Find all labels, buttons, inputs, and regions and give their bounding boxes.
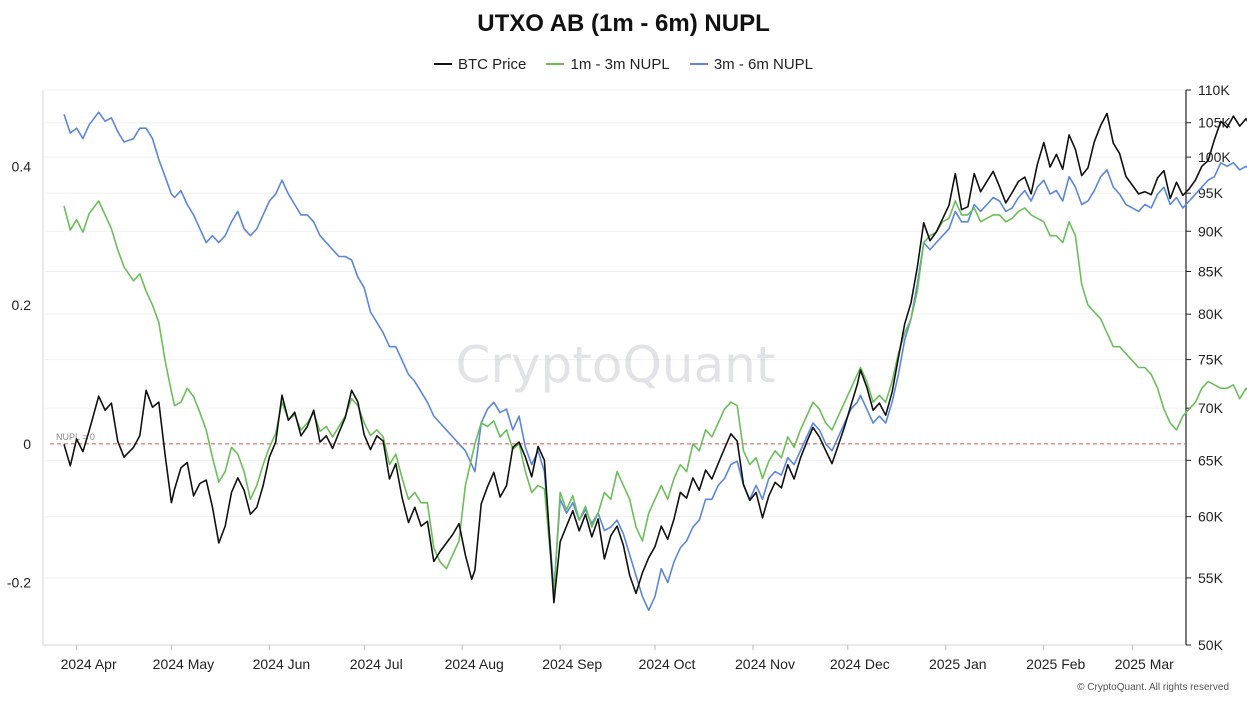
chart-title: UTXO AB (1m - 6m) NUPL <box>477 10 770 37</box>
y-right-tick-label-12: 50K <box>1198 637 1224 653</box>
x-tick-label-1: 2024 May <box>153 656 214 672</box>
y-right-tick-label-3: 95K <box>1198 185 1224 201</box>
y-right-tick-label-6: 80K <box>1198 306 1224 322</box>
legend-swatch-btc-price <box>433 63 452 65</box>
y-right-tick-label-10: 60K <box>1198 509 1224 525</box>
x-tick-label-3: 2024 Jul <box>350 656 403 672</box>
reference-line-label: NUPL = 0 <box>56 432 95 442</box>
y-right-tick-label-5: 85K <box>1198 263 1224 279</box>
x-tick-label-5: 2024 Sep <box>542 656 602 672</box>
x-tick-label-2: 2024 Jun <box>253 656 311 672</box>
legend-swatch-1m-3m-nupl <box>546 63 565 65</box>
y-right-tick-label-2: 100K <box>1198 149 1231 165</box>
axes-layer: 0.4 0.2 0 -0.2 110K 105K 100K 95K 90K 85K 80K 75K 70… <box>7 82 1231 672</box>
y-left-tick-label-0: 0.4 <box>12 158 32 174</box>
x-tick-label-11: 2025 Mar <box>1115 656 1174 672</box>
y-right-tick-label-9: 65K <box>1198 452 1224 468</box>
x-tick-label-7: 2024 Nov <box>735 656 795 672</box>
legend: BTC Price 1m - 3m NUPL 3m - 6m NUPL <box>0 52 1247 73</box>
y-right-tick-label-7: 75K <box>1198 352 1224 368</box>
series-layer <box>63 111 1247 612</box>
y-left-tick-label-3: -0.2 <box>7 575 31 591</box>
y-right-tick-label-4: 90K <box>1198 223 1224 239</box>
x-tick-label-10: 2025 Feb <box>1026 656 1085 672</box>
series-line-1m-3m-nupl <box>63 200 1247 594</box>
x-tick-label-6: 2024 Oct <box>639 656 696 672</box>
y-left-tick-label-2: 0 <box>23 436 31 452</box>
x-tick-label-0: 2024 Apr <box>61 656 117 672</box>
x-tick-label-8: 2024 Dec <box>830 656 890 672</box>
x-tick-label-9: 2025 Jan <box>929 656 987 672</box>
legend-item-1m-3m-nupl[interactable]: 1m - 3m NUPL <box>546 55 670 73</box>
legend-label-3m-6m-nupl: 3m - 6m NUPL <box>713 55 814 73</box>
y-right-tick-label-8: 70K <box>1198 400 1224 416</box>
legend-label-btc-price: BTC Price <box>457 55 527 73</box>
x-tick-label-4: 2024 Aug <box>445 656 504 672</box>
copyright-notice: © CryptoQuant. All rights reserved <box>1077 682 1229 693</box>
series-line-3m-6m-nupl <box>63 111 1247 612</box>
legend-item-3m-6m-nupl[interactable]: 3m - 6m NUPL <box>689 55 814 73</box>
y-right-tick-label-0: 110K <box>1198 82 1230 98</box>
series-line-btc-price <box>63 112 1247 604</box>
legend-swatch-3m-6m-nupl <box>689 63 708 65</box>
y-left-tick-label-1: 0.2 <box>12 297 32 313</box>
y-right-tick-label-1: 105K <box>1198 115 1231 131</box>
y-right-tick-label-11: 55K <box>1198 570 1224 586</box>
legend-item-btc-price[interactable]: BTC Price <box>433 55 527 73</box>
reference-layer: NUPL = 0 <box>50 432 1186 445</box>
watermark: CryptoQuant <box>456 336 776 394</box>
legend-label-1m-3m-nupl: 1m - 3m NUPL <box>570 55 670 73</box>
